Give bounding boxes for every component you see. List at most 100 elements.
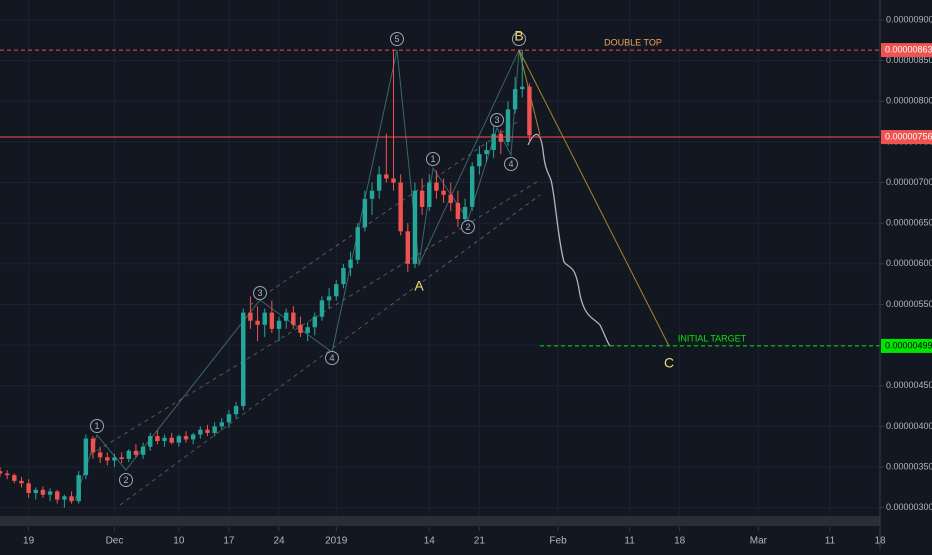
wave-label: 3: [494, 115, 499, 125]
candle-body: [391, 178, 396, 183]
candle-body: [90, 438, 96, 453]
x-tick-label: 18: [674, 536, 686, 547]
wave-circle: [119, 473, 133, 487]
candle-body: [319, 300, 325, 317]
candle-body: [334, 284, 339, 297]
x-tick-label: 10: [173, 536, 185, 547]
candle-body: [12, 475, 17, 481]
wave-label: 3: [257, 288, 262, 298]
wave-label: 1: [94, 421, 99, 431]
candle-body: [505, 109, 511, 142]
candle-body: [126, 450, 131, 459]
x-tick-label: 21: [474, 536, 486, 547]
x-tick-label: Mar: [750, 536, 768, 547]
candle-body: [212, 426, 217, 433]
y-tick-label: 0.00000450: [886, 380, 932, 390]
candle-body: [434, 182, 439, 191]
candle-body: [183, 436, 189, 440]
candle-body: [83, 438, 89, 476]
candle-body: [427, 182, 432, 207]
y-tick-label: 0.00000300: [886, 502, 932, 512]
candle-body: [248, 312, 253, 321]
candle-body: [455, 202, 461, 220]
candle-body: [0, 471, 3, 474]
candle-body: [520, 86, 525, 90]
candle-body: [26, 483, 31, 494]
candle-body: [276, 320, 282, 329]
candle-body: [62, 496, 67, 500]
candle-body: [226, 414, 232, 423]
wave-label: 4: [329, 353, 334, 363]
y-tick-label: 0.00000700: [886, 177, 932, 187]
price-line-text: DOUBLE TOP: [604, 37, 662, 47]
x-tick-label: 18: [874, 536, 886, 547]
wave-circle: [390, 32, 404, 46]
y-tick-label: 0.00000600: [886, 258, 932, 268]
price-tag-label: 0.00000499: [885, 340, 932, 350]
candle-body: [283, 312, 289, 321]
candle-body: [262, 312, 267, 325]
wave-circle: [253, 286, 267, 300]
wave-label: 5: [394, 34, 399, 44]
candle-body: [341, 267, 346, 285]
x-tick-label: 11: [825, 536, 836, 547]
candle-body: [176, 436, 182, 443]
candle-body: [441, 190, 446, 195]
candle-body: [155, 436, 160, 442]
candle-body: [376, 174, 382, 191]
candle-body: [369, 190, 375, 199]
candle-body: [412, 190, 418, 264]
candle-body: [384, 174, 389, 179]
candle-body: [76, 475, 81, 502]
x-tick-label: Feb: [549, 536, 567, 547]
candle-body: [469, 166, 475, 207]
candle-body: [140, 446, 146, 455]
candle-body: [47, 491, 53, 495]
candle-body: [398, 182, 403, 232]
candle-body: [527, 86, 532, 136]
candle-body: [477, 154, 482, 167]
x-tick-label: 17: [223, 536, 235, 547]
candle-body: [462, 206, 468, 220]
wave-circle: [504, 157, 518, 171]
price-tag-label: 0.00000863: [885, 44, 932, 54]
price-tag: [881, 43, 932, 58]
axes: 0.000009000.000008500.000008000.00000750…: [23, 14, 932, 547]
y-tick-label: 0.00000800: [886, 96, 932, 106]
x-tick-label: 2019: [325, 536, 348, 547]
candle-body: [55, 491, 60, 500]
candle-body: [348, 259, 353, 268]
y-tick-label: 0.00000550: [886, 299, 932, 309]
overlay: DOUBLE TOP INITIAL TARGET 1 2 3 4 5 1 2 3 4 A B C: [0, 28, 880, 487]
candle-body: [148, 436, 153, 447]
target-line: [518, 49, 670, 347]
x-tick-label: 24: [273, 536, 285, 547]
price-tag: [881, 130, 932, 145]
candle-body: [162, 437, 167, 442]
candle-body: [269, 312, 275, 329]
y-tick-label: 0.00000850: [886, 55, 932, 65]
candle-body: [298, 324, 303, 333]
candle-body: [133, 450, 139, 455]
candle-body: [255, 320, 260, 325]
candle-body: [112, 457, 117, 461]
candle-body: [419, 190, 425, 207]
candle-body: [491, 133, 496, 151]
y-tick-label: 0.00000400: [886, 421, 932, 431]
price-line-text: INITIAL TARGET: [678, 333, 747, 343]
wave-circle: [90, 419, 104, 433]
candle-body: [498, 133, 504, 142]
candle-body: [305, 327, 310, 333]
candle-body: [33, 489, 38, 494]
price-tag: [881, 338, 932, 353]
candle-body: [190, 434, 196, 440]
candle-body: [19, 480, 24, 484]
projection-path: [527, 133, 611, 347]
candle-body: [119, 457, 124, 459]
wave-circle: [490, 113, 504, 127]
scrollbar: [0, 516, 880, 526]
candle-body: [205, 429, 210, 433]
candle-body: [241, 312, 246, 407]
